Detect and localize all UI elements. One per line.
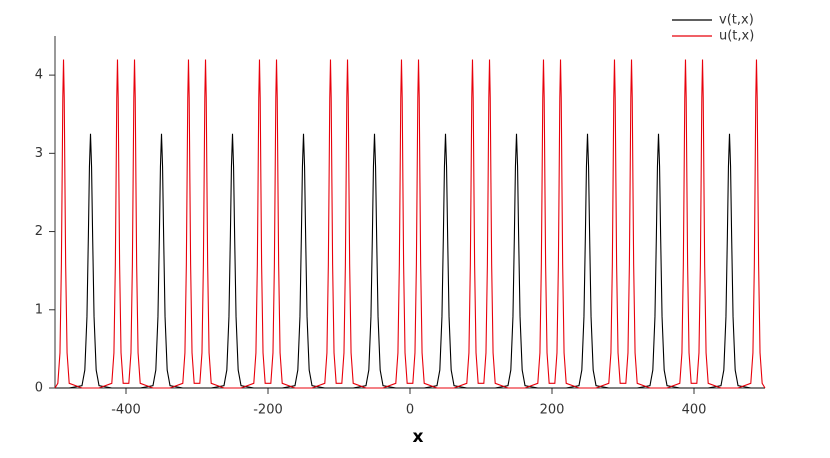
series-line — [54, 59, 766, 389]
y-tick-label: 4 — [35, 68, 43, 83]
y-tick-label: 2 — [35, 224, 43, 239]
legend-label: v(t,x) — [719, 13, 754, 28]
x-tick-label: 400 — [682, 403, 707, 418]
legend-label: u(t,x) — [719, 29, 754, 44]
y-tick-label: 0 — [35, 381, 43, 396]
series-line — [55, 133, 765, 389]
y-tick-label: 1 — [35, 302, 43, 317]
x-tick-label: -400 — [111, 403, 141, 418]
x-tick-label: -200 — [253, 403, 283, 418]
x-tick-label: 0 — [406, 403, 414, 418]
x-axis-label: x — [413, 427, 424, 447]
y-tick-label: 3 — [35, 146, 43, 161]
x-tick-label: 200 — [540, 403, 565, 418]
